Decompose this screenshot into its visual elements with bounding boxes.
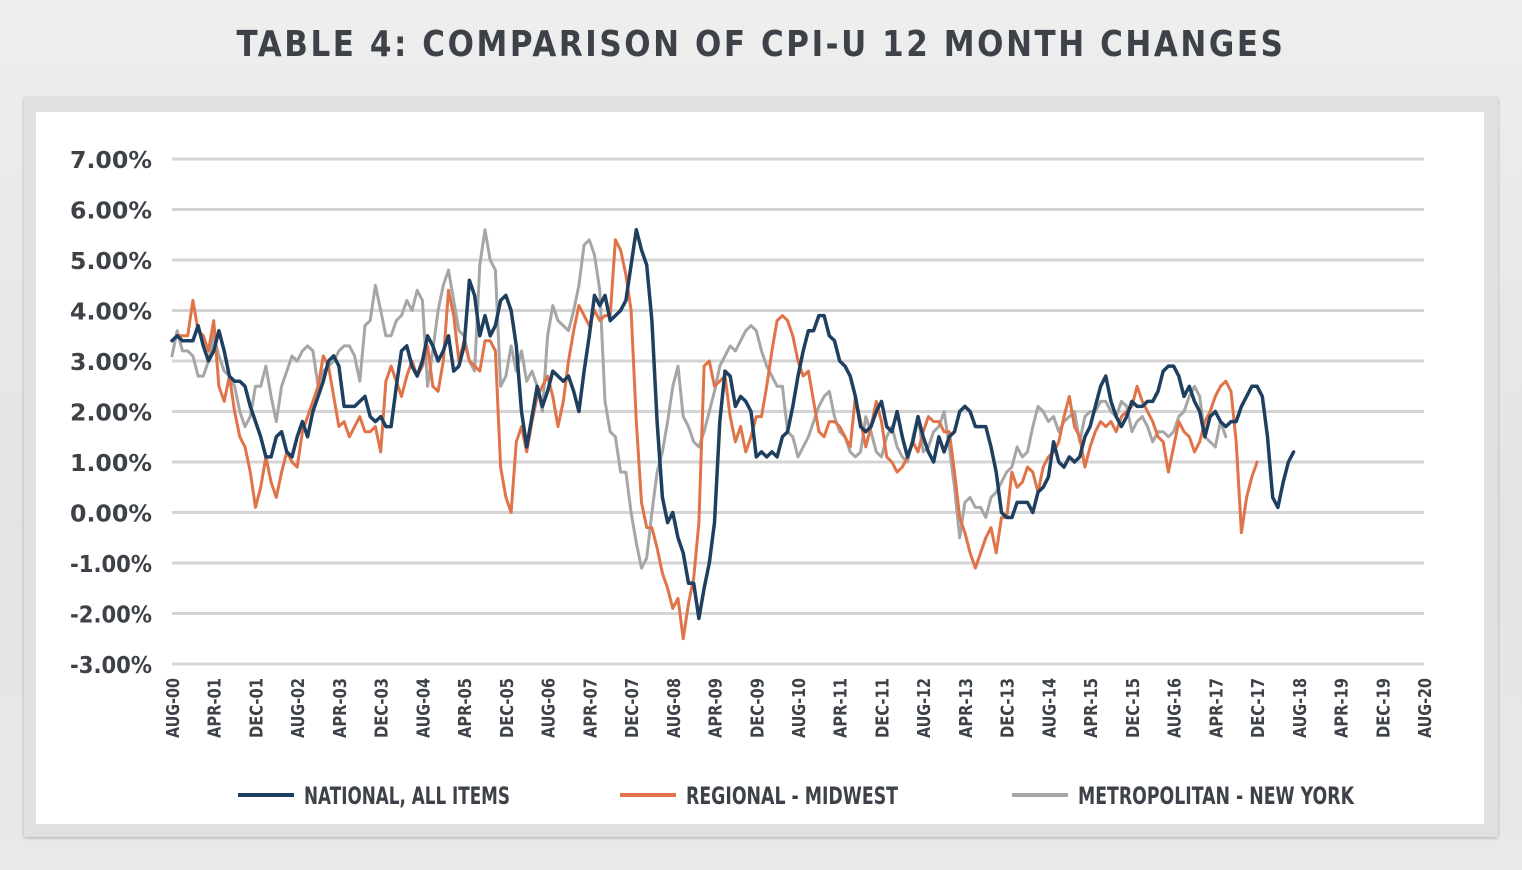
chart-title: TABLE 4: COMPARISON OF CPI-U 12 MONTH CH… (236, 24, 1286, 65)
x-tick-label: DEC-07 (622, 678, 643, 738)
y-tick-label: 6.00% (70, 199, 152, 225)
series-lines (170, 227, 1296, 641)
x-tick-label: APR-05 (455, 678, 476, 738)
y-tick-label: 1.00% (70, 451, 152, 477)
x-tick-label: AUG-02 (288, 678, 309, 738)
x-axis-ticks: AUG-00 APR-01 DEC-01 AUG-02 APR-03 DEC-03 AUG-… (163, 678, 1436, 738)
series-line-metropolitan-new-york (170, 228, 1228, 570)
y-tick-label: 5.00% (70, 249, 152, 275)
x-tick-label: AUG-00 (163, 678, 184, 738)
x-tick-label: APR-19 (1332, 678, 1353, 738)
y-tick-label: -2.00% (70, 603, 152, 629)
x-tick-label: AUG-12 (914, 678, 935, 738)
x-tick-label: AUG-10 (789, 678, 810, 738)
x-tick-label: DEC-19 (1373, 678, 1394, 738)
series-line-national-all-items (170, 227, 1296, 621)
chart-plot-background (36, 112, 1484, 824)
series-line-regional-midwest (170, 238, 1259, 641)
x-tick-label: APR-15 (1081, 678, 1102, 738)
y-axis-ticks: 7.00% 6.00% 5.00% 4.00% 3.00% 2.00% 1.00% 0.00%… (70, 148, 152, 679)
x-tick-label: AUG-20 (1415, 678, 1436, 738)
legend-label: REGIONAL - MIDWEST (686, 782, 898, 810)
x-tick-label: DEC-03 (372, 678, 393, 738)
x-tick-label: DEC-01 (246, 678, 267, 738)
x-tick-label: APR-17 (1206, 678, 1227, 738)
x-tick-label: APR-11 (831, 678, 852, 738)
x-tick-label: APR-01 (205, 678, 226, 738)
x-tick-label: DEC-13 (998, 678, 1019, 738)
x-tick-label: AUG-18 (1290, 678, 1311, 738)
x-tick-label: DEC-09 (747, 678, 768, 738)
x-tick-label: APR-09 (706, 678, 727, 738)
x-tick-label: AUG-04 (413, 678, 434, 738)
y-tick-label: 3.00% (70, 350, 152, 376)
x-tick-label: APR-03 (330, 678, 351, 738)
gridlines (172, 157, 1424, 666)
y-tick-label: -1.00% (70, 552, 152, 578)
legend-label: METROPOLITAN - NEW YORK (1078, 782, 1355, 810)
x-tick-label: DEC-15 (1123, 678, 1144, 738)
x-tick-label: DEC-05 (497, 678, 518, 738)
legend-label: NATIONAL, ALL ITEMS (304, 782, 510, 810)
x-tick-label: APR-07 (580, 678, 601, 738)
x-tick-label: DEC-17 (1248, 678, 1269, 738)
x-tick-label: AUG-14 (1039, 678, 1060, 738)
x-tick-label: APR-13 (956, 678, 977, 738)
y-tick-label: 4.00% (70, 300, 152, 326)
x-tick-label: AUG-08 (664, 678, 685, 738)
y-tick-label: 0.00% (70, 502, 152, 528)
y-tick-label: -3.00% (70, 653, 152, 679)
x-tick-label: AUG-16 (1165, 678, 1186, 738)
legend: NATIONAL, ALL ITEMS REGIONAL - MIDWEST MET… (238, 782, 1355, 810)
x-tick-label: DEC-11 (872, 678, 893, 738)
y-tick-label: 2.00% (70, 401, 152, 427)
y-tick-label: 7.00% (70, 148, 152, 174)
x-tick-label: AUG-06 (539, 678, 560, 738)
